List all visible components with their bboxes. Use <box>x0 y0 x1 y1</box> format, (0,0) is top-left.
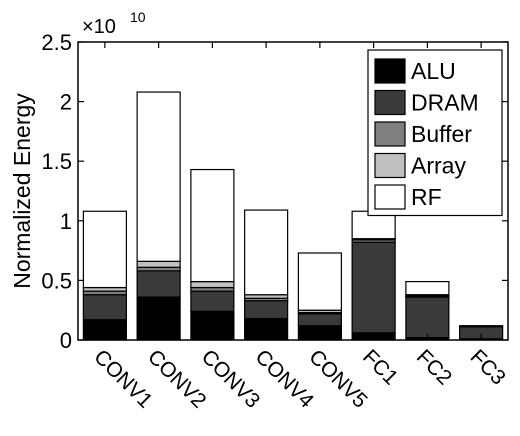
bar-dram-fc2 <box>405 296 450 339</box>
x-tick-label: FC1 <box>358 345 402 389</box>
bar-dram-conv2 <box>136 270 181 298</box>
y-tick-label: 2 <box>60 90 72 115</box>
bar-dram-conv3 <box>190 290 235 312</box>
legend-label-alu: ALU <box>411 58 456 84</box>
bar-rf-fc2 <box>405 280 450 296</box>
x-tick-label: CONV4 <box>251 345 319 413</box>
legend-swatch-array <box>374 152 406 179</box>
y-tick-label: 1.5 <box>41 149 72 174</box>
y-tick-label: 0 <box>60 328 72 353</box>
bar-dram-conv4 <box>244 300 289 320</box>
y-tick-label: 1 <box>60 209 72 234</box>
bar-dram-conv1 <box>82 294 127 321</box>
legend-label-dram: DRAM <box>411 90 479 116</box>
y-axis-multiplier: ×10 10 <box>82 9 146 38</box>
legend-swatch-alu <box>374 58 406 84</box>
bar-rf-fc3 <box>459 325 504 328</box>
x-tick-label: FC2 <box>412 345 456 389</box>
bar-dram-fc1 <box>351 241 396 334</box>
y-tick-label: 0.5 <box>41 268 72 293</box>
legend-swatch-buffer <box>374 121 406 147</box>
y-multiplier-exponent: 10 <box>130 9 146 25</box>
legend-label-array: Array <box>411 153 466 179</box>
x-tick-label: CONV3 <box>197 345 264 412</box>
bar-array-conv3 <box>190 280 235 289</box>
x-tick-label: CONV1 <box>89 345 156 412</box>
plot-frame <box>77 41 509 341</box>
legend-swatch-rf <box>374 184 406 210</box>
bar-dram-conv5 <box>297 313 342 327</box>
legend-swatch-dram <box>374 89 406 116</box>
y-multiplier-base: ×10 <box>82 16 116 38</box>
y-axis-ticks: 0 0.5 1 1.5 2 2.5 <box>41 30 508 353</box>
bar-alu-conv2 <box>136 296 181 341</box>
y-axis-title: Normalized Energy <box>9 93 35 289</box>
y-tick-label: 2.5 <box>41 30 72 55</box>
bar-rf-conv2 <box>136 91 181 262</box>
bar-rf-conv5 <box>297 252 342 311</box>
legend-label-rf: RF <box>411 184 442 210</box>
x-tick-label: FC3 <box>466 345 510 389</box>
bar-array-conv2 <box>136 260 181 268</box>
legend: ALU DRAM Buffer Array RF <box>367 49 503 217</box>
bar-rf-conv3 <box>190 168 235 283</box>
bar-rf-conv4 <box>244 209 289 296</box>
x-tick-label: CONV5 <box>304 345 371 412</box>
legend-label-buffer: Buffer <box>411 121 472 147</box>
x-tick-label: CONV2 <box>143 345 210 412</box>
bar-rf-conv1 <box>82 210 127 289</box>
bars-layer <box>82 91 504 341</box>
